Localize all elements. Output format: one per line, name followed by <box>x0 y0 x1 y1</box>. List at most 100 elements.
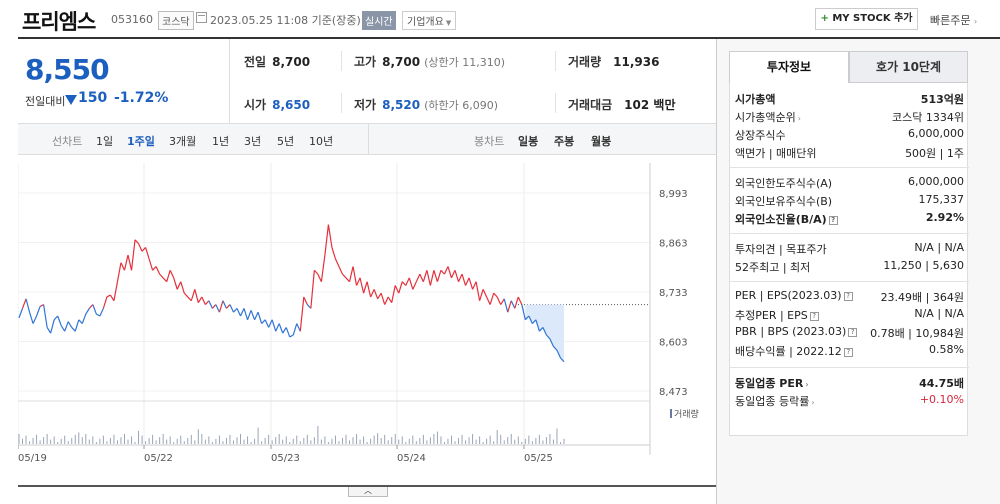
tab-10y[interactable]: 10년 <box>309 135 334 148</box>
price-line-segment <box>359 277 365 294</box>
price-line-segment <box>521 304 526 320</box>
tab-1w[interactable]: 1주일 <box>127 135 155 148</box>
price-line-segment <box>443 266 449 275</box>
collapse-chart-button[interactable]: ︿ <box>348 487 388 497</box>
price-line-segment <box>180 281 185 294</box>
info-row-value: 513억원 <box>920 93 964 106</box>
chevron-right-icon[interactable]: › <box>811 398 815 407</box>
x-tick-label: 05/22 <box>144 453 173 464</box>
price-line-segment <box>208 300 213 309</box>
chart-bottom-border <box>18 485 716 487</box>
price-chart[interactable]: 8,993 8,863 8,733 8,603 8,473 거래량 05/19 05/22 05… <box>18 155 716 484</box>
info-row: 추정PER | EPS? N/A | N/A <box>735 307 964 324</box>
chevron-up-icon: ︿ <box>364 486 372 495</box>
price-line-segment <box>553 346 558 351</box>
price-line-segment <box>130 239 136 271</box>
tab-3m[interactable]: 3개월 <box>169 135 197 148</box>
info-row: 상장주식수 6,000,000 <box>735 127 964 144</box>
price-line-segment <box>226 304 231 309</box>
price-line-segment <box>387 296 393 303</box>
volume-label: 거래량 <box>568 55 602 69</box>
stock-code: 053160 <box>111 13 153 26</box>
price-line-segment <box>113 281 119 301</box>
chevron-right-icon[interactable]: › <box>805 380 809 389</box>
tab-daily-candle[interactable]: 일봉 <box>518 135 539 148</box>
price-line-segment <box>194 289 199 303</box>
tab-order-book[interactable]: 호가 10단계 <box>849 51 968 83</box>
tab-1d[interactable]: 1일 <box>96 135 114 148</box>
calendar-icon <box>196 12 207 23</box>
price-line-segment <box>166 270 171 282</box>
price-line-segment <box>282 327 287 334</box>
price-line-segment <box>440 269 445 275</box>
price-line-segment <box>524 315 530 321</box>
price-line-segment <box>155 266 161 275</box>
info-row-value: 23.49배 | 364원 <box>880 291 964 304</box>
price-line-segment <box>292 323 298 336</box>
info-row-label: 투자의견 | 목표주가 <box>735 243 827 256</box>
price-line-segment <box>134 239 139 245</box>
price-line-segment <box>218 300 224 313</box>
price-line-segment <box>275 323 280 332</box>
help-icon[interactable]: ? <box>843 291 853 301</box>
price-line-segment <box>465 277 470 286</box>
chart-period-tabs: 선차트 1일 1주일 3개월 1년 3년 5년 10년 봉차트 일봉 주봉 월봉 <box>18 124 716 155</box>
price-line-segment <box>43 304 48 328</box>
add-my-stock-label: MY STOCK 추가 <box>832 13 913 24</box>
price-line-segment <box>560 357 565 363</box>
price-line-segment <box>183 292 189 298</box>
price-line-segment <box>306 304 312 309</box>
price-line-segment <box>162 277 168 283</box>
price-line-segment <box>39 304 44 307</box>
price-line-segment <box>78 319 83 325</box>
price-line-segment <box>320 254 326 282</box>
chevron-right-icon[interactable]: › <box>797 114 801 123</box>
price-line-segment <box>229 304 235 313</box>
price-line-segment <box>475 281 481 301</box>
divider <box>341 51 342 71</box>
info-row-label: PER | EPS(2023.03)? <box>735 289 853 302</box>
price-line-segment <box>412 281 417 290</box>
price-line-segment <box>81 313 87 324</box>
price-line-segment <box>447 266 453 279</box>
price-line-segment <box>145 247 150 260</box>
price-line-segment <box>419 273 424 282</box>
price-line-segment <box>394 285 400 294</box>
price-line-segment <box>472 281 477 290</box>
price-line-segment <box>489 292 495 305</box>
volume-legend-swatch <box>670 409 672 418</box>
add-my-stock-button[interactable]: + MY STOCK 추가 <box>815 8 918 30</box>
plus-icon: + <box>820 13 829 24</box>
help-icon[interactable]: ? <box>843 347 853 357</box>
tab-monthly-candle[interactable]: 월봉 <box>591 135 612 148</box>
price-line-segment <box>222 300 227 309</box>
price-line-segment <box>348 266 354 282</box>
price-line-segment <box>514 296 519 309</box>
price-line-segment <box>415 273 421 282</box>
current-price: 8,550 <box>25 53 110 86</box>
tab-investment-info[interactable]: 투자정보 <box>729 51 849 83</box>
help-icon[interactable]: ? <box>809 311 819 321</box>
price-line-segment <box>148 258 154 271</box>
price-line-segment <box>120 262 126 271</box>
info-row: 동일업종 등락률 › +0.10% <box>735 393 964 410</box>
quick-order-link[interactable]: 빠른주문 › <box>930 12 977 28</box>
company-overview-button[interactable]: 기업개요 ▼ <box>402 11 457 30</box>
price-line-segment <box>405 277 410 286</box>
info-row-value: 2.92% <box>925 211 964 224</box>
info-row: PBR | BPS (2023.03)? 0.78배 | 10,984원 <box>735 325 964 342</box>
help-icon[interactable]: ? <box>828 215 838 225</box>
y-tick-label: 8,473 <box>659 387 688 398</box>
price-line-segment <box>426 270 431 286</box>
price-line-segment <box>538 327 544 332</box>
price-line-segment <box>243 308 249 320</box>
tab-3y[interactable]: 3년 <box>244 135 262 148</box>
price-line-segment <box>85 308 90 315</box>
tab-weekly-candle[interactable]: 주봉 <box>554 135 575 148</box>
low-label: 저가 <box>354 98 377 112</box>
tab-1y[interactable]: 1년 <box>212 135 230 148</box>
help-icon[interactable]: ? <box>848 327 858 337</box>
tab-5y[interactable]: 5년 <box>277 135 295 148</box>
price-line-segment <box>398 281 403 294</box>
